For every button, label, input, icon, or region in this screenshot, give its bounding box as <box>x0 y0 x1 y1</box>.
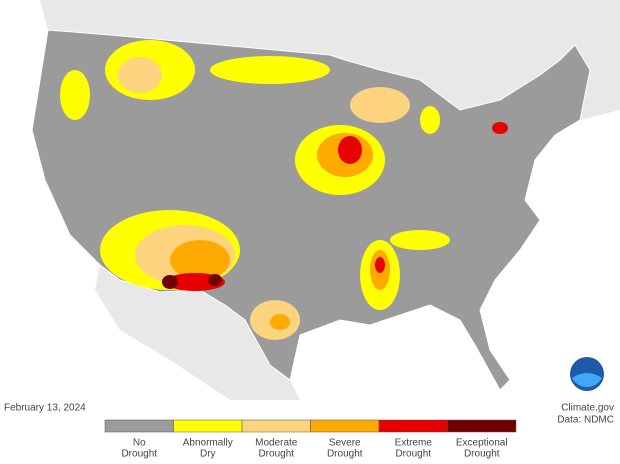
drought-area <box>170 240 230 280</box>
drought-area <box>210 56 330 84</box>
legend-swatch <box>447 419 517 433</box>
legend-label: Drought <box>258 449 294 460</box>
drought-area <box>420 106 440 134</box>
us-land <box>31 29 591 391</box>
legend-label: No <box>133 438 146 449</box>
drought-area <box>390 230 450 250</box>
drought-area <box>350 87 410 123</box>
legend-swatch <box>173 419 243 433</box>
legend-label: Dry <box>200 449 216 460</box>
source: Data: NDMC <box>557 415 614 426</box>
legend-label: Drought <box>464 449 500 460</box>
legend-label: Exceptional <box>456 438 508 449</box>
legend-label: Extreme <box>395 438 433 449</box>
canada <box>0 0 620 120</box>
legend-swatch <box>241 419 311 433</box>
drought-area <box>270 314 290 330</box>
legend-label: Drought <box>327 449 363 460</box>
legend-swatch <box>378 419 448 433</box>
legend-label: Moderate <box>255 438 298 449</box>
drought-area <box>60 70 90 120</box>
legend-swatch <box>104 419 174 433</box>
us-map <box>31 29 591 391</box>
noaa-logo <box>570 357 604 391</box>
legend-swatch <box>310 419 380 433</box>
legend-label: Drought <box>121 449 157 460</box>
drought-area <box>492 122 508 134</box>
legend: NoDroughtAbnormallyDryModerateDroughtSev… <box>104 419 517 460</box>
mexico <box>95 265 300 400</box>
legend-label: Drought <box>395 449 431 460</box>
drought-area <box>118 57 162 93</box>
credit: Climate.gov <box>561 403 614 414</box>
drought-area <box>208 274 222 286</box>
legend-label: Severe <box>329 438 361 449</box>
logo-wave <box>572 373 602 387</box>
drought-area <box>375 257 385 273</box>
drought-area <box>338 136 362 164</box>
date: February 13, 2024 <box>4 403 86 414</box>
drought-area <box>162 275 178 289</box>
legend-label: Abnormally <box>183 438 233 449</box>
